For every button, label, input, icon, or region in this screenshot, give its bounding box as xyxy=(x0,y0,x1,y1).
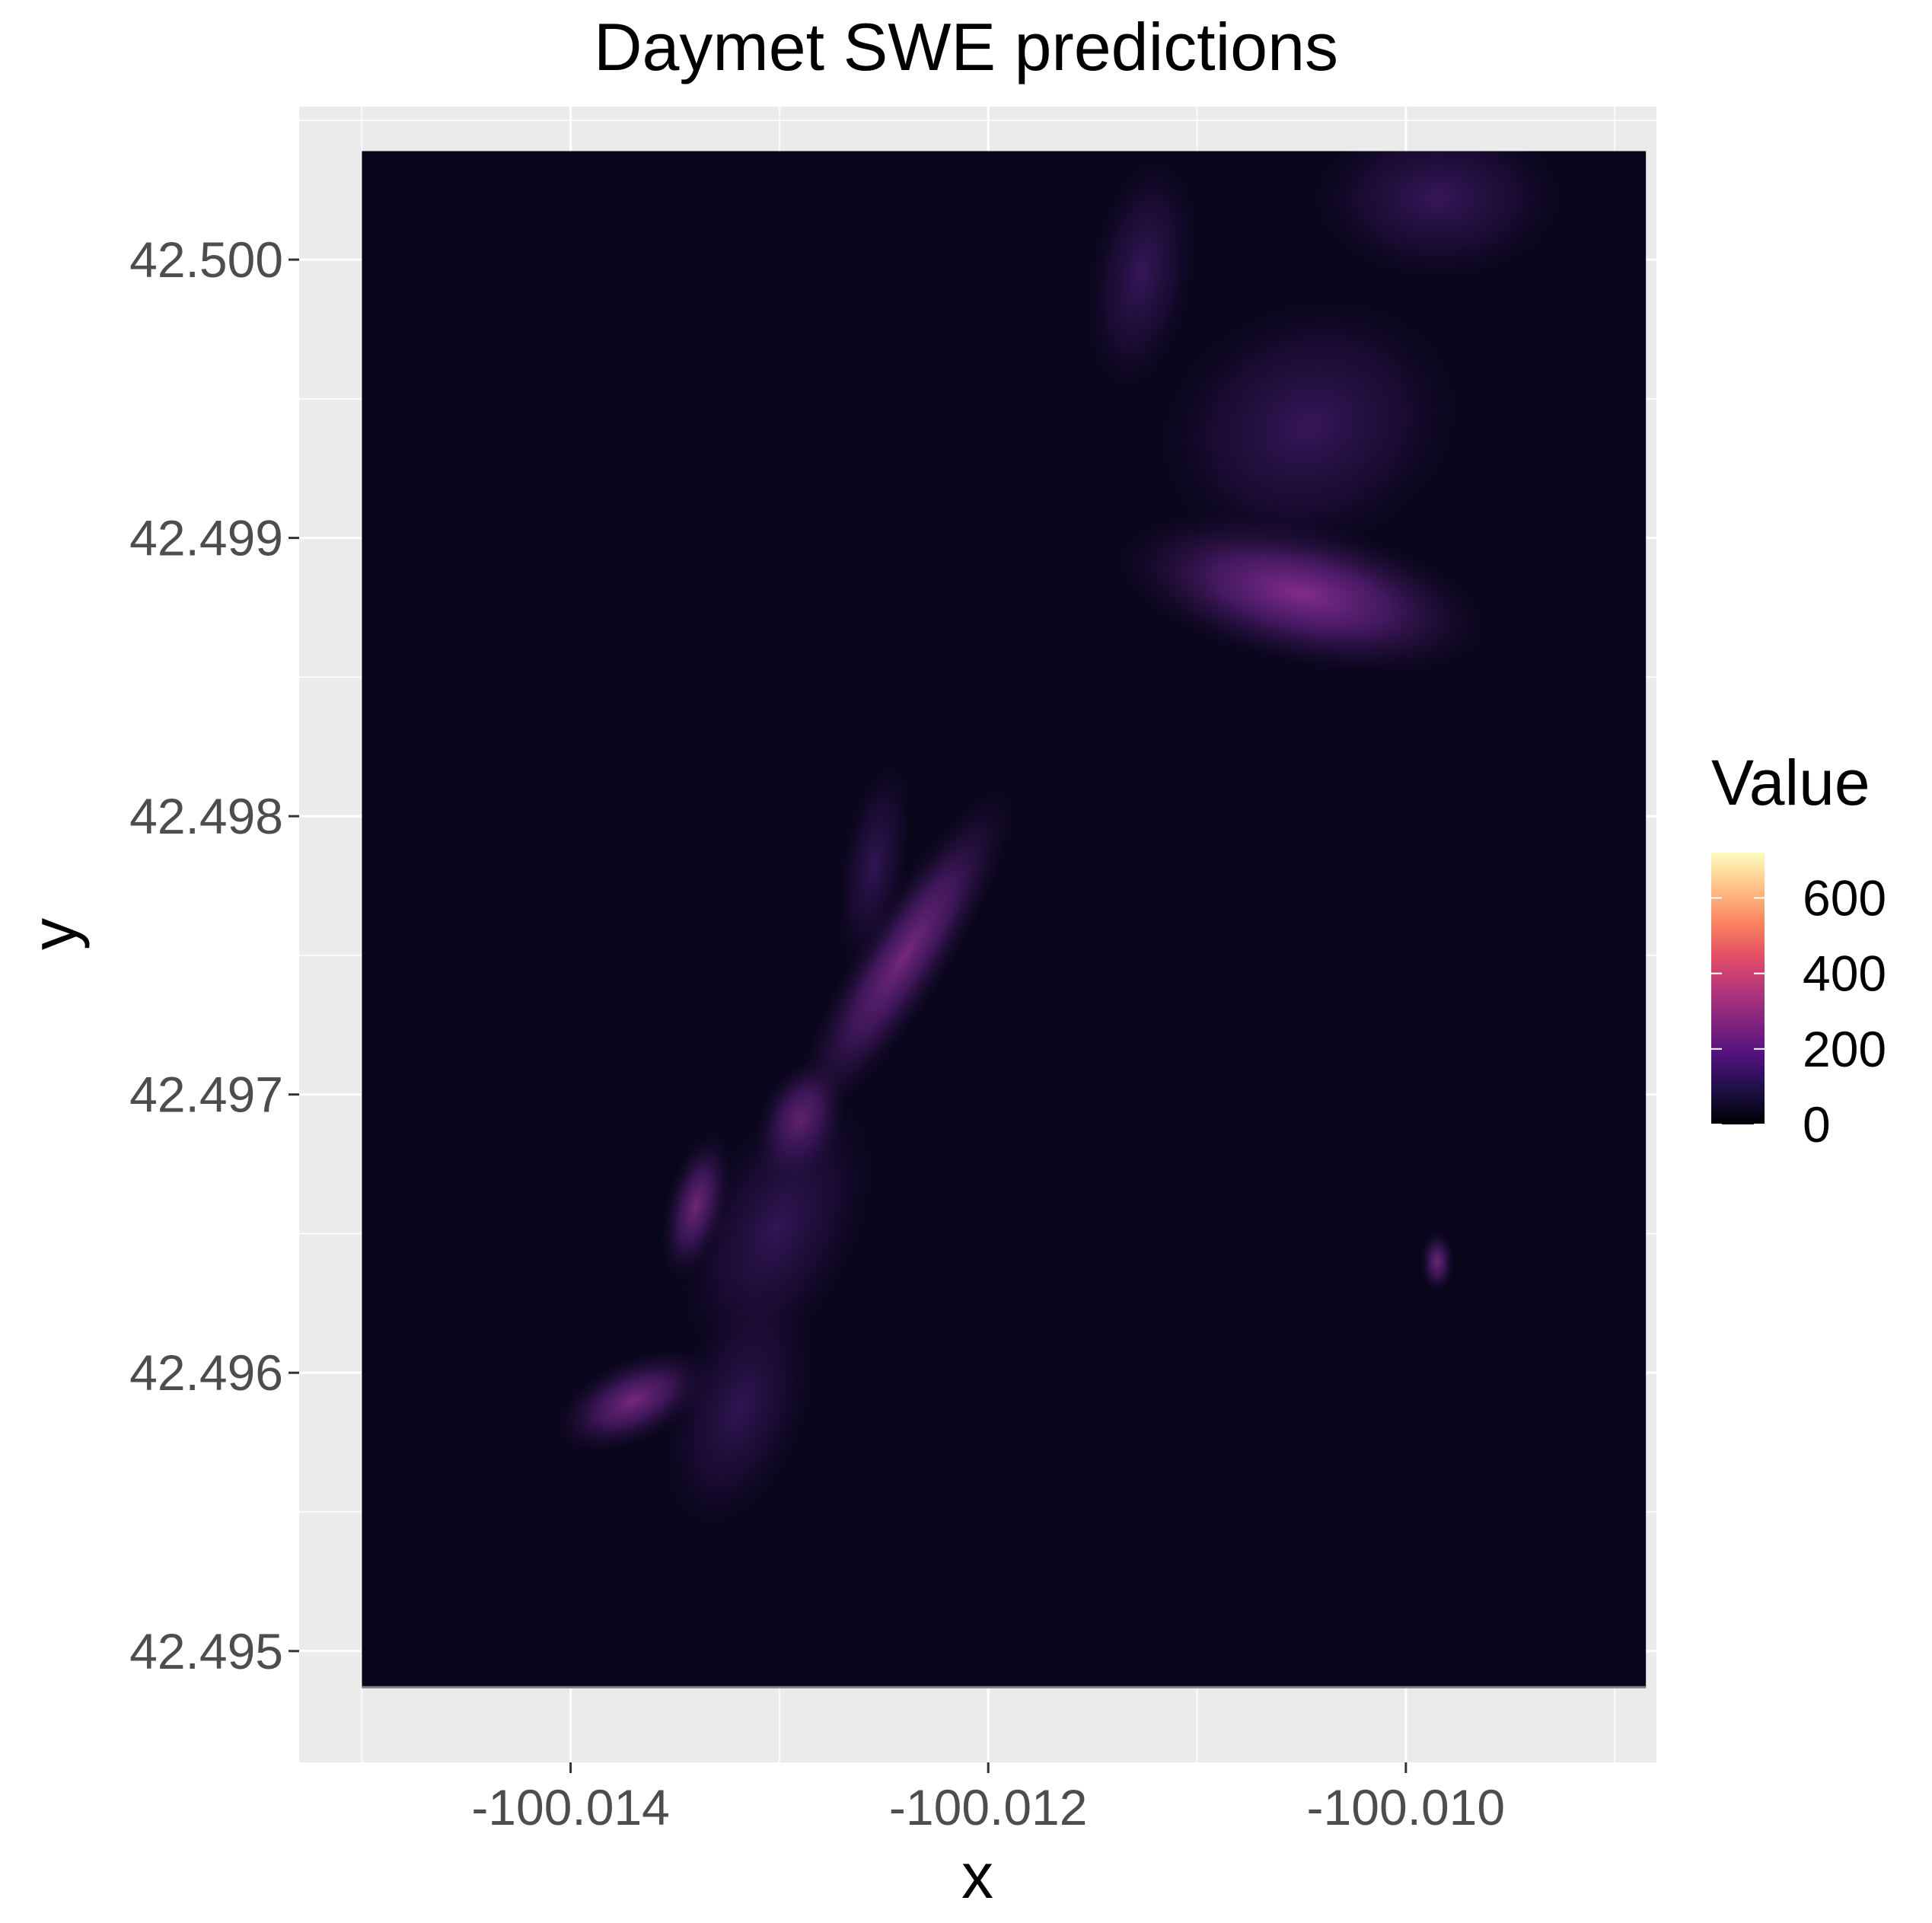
swe-feature-central-ridge-part xyxy=(835,758,913,970)
legend-colorbar xyxy=(1711,853,1765,1124)
legend: Value 0 200 400 600 xyxy=(1711,747,1886,1153)
swe-feature-northern-ridge-part xyxy=(1309,151,1568,282)
legend-tick-label: 200 xyxy=(1803,1021,1886,1077)
swe-feature-west-central-patch xyxy=(660,1131,732,1280)
x-axis: -100.014 -100.012 -100.010 xyxy=(471,1762,1505,1835)
swe-feature-central-ridge xyxy=(792,786,1017,1125)
y-tick-label: 42.500 xyxy=(129,231,283,288)
y-tick-label: 42.497 xyxy=(129,1067,283,1123)
legend-tick-label: 0 xyxy=(1803,1096,1831,1153)
y-tick-label: 42.499 xyxy=(129,510,283,566)
y-tick-label: 42.498 xyxy=(129,788,283,844)
x-tick-label: -100.012 xyxy=(889,1779,1088,1835)
x-axis-title: x xyxy=(961,1840,993,1912)
y-tick-label: 42.495 xyxy=(129,1623,283,1679)
swe-feature-northern-ridge-part xyxy=(1152,292,1466,560)
x-tick-label: -100.010 xyxy=(1307,1779,1506,1835)
swe-feature-southwest-patch-part xyxy=(662,1284,818,1532)
legend-tick-label: 400 xyxy=(1803,946,1886,1002)
legend-tick-label: 600 xyxy=(1803,870,1886,926)
swe-raster xyxy=(362,151,1647,1688)
y-axis: 42.495 42.496 42.497 42.498 42.499 42.500 xyxy=(129,231,299,1679)
chart-title: Daymet SWE predictions xyxy=(594,9,1338,85)
swe-feature-northern-ridge xyxy=(1114,512,1489,675)
y-axis-title: y xyxy=(18,918,90,950)
legend-title: Value xyxy=(1711,747,1870,818)
swe-feature-northern-ridge-part xyxy=(1085,153,1199,394)
swe-feature-east-patch xyxy=(1420,1231,1454,1293)
x-tick-label: -100.014 xyxy=(471,1779,670,1835)
y-tick-label: 42.496 xyxy=(129,1344,283,1401)
